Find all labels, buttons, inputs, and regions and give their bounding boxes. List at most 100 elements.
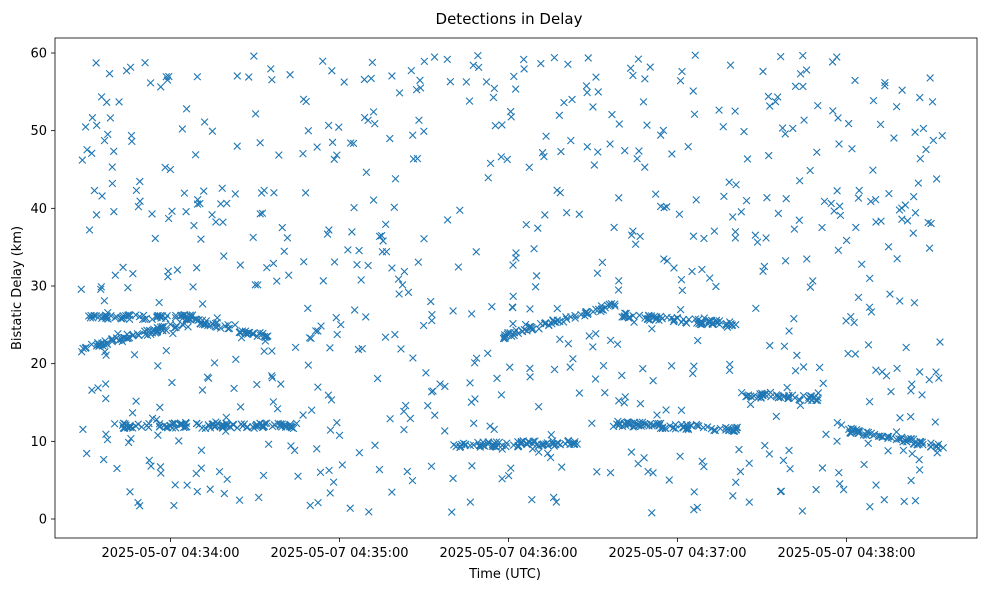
detection-marker — [249, 233, 257, 242]
detection-marker — [564, 60, 572, 69]
detection-marker — [712, 282, 720, 291]
detection-marker — [490, 425, 499, 434]
detection-marker — [466, 441, 475, 450]
x-tick-label: 2025-05-07 04:38:00 — [777, 546, 915, 561]
detection-marker — [722, 321, 730, 330]
detection-marker — [108, 337, 116, 346]
detection-marker — [98, 192, 106, 200]
detection-marker — [447, 508, 456, 516]
detection-marker — [925, 244, 934, 252]
detection-marker — [115, 98, 123, 106]
detection-marker — [470, 359, 479, 367]
detection-marker — [555, 111, 564, 120]
detection-marker — [414, 258, 423, 266]
detection-marker — [673, 313, 682, 322]
detection-marker — [364, 116, 372, 125]
detection-marker — [631, 240, 640, 249]
detection-marker — [440, 427, 449, 435]
y-tick-label: 50 — [30, 124, 47, 139]
detection-marker — [784, 393, 793, 401]
detection-marker — [428, 310, 436, 319]
detection-marker — [785, 446, 793, 455]
detection-marker — [874, 432, 883, 440]
detection-marker — [633, 154, 641, 163]
detection-marker — [491, 121, 500, 130]
detection-marker — [379, 237, 387, 245]
detection-marker — [607, 300, 616, 308]
detection-marker — [790, 314, 798, 323]
detection-marker — [107, 311, 115, 320]
detection-marker — [388, 264, 396, 272]
detection-marker — [143, 326, 151, 335]
detection-marker — [469, 441, 478, 449]
detection-marker — [388, 488, 396, 496]
detection-marker — [208, 127, 217, 135]
detection-marker — [141, 330, 150, 339]
detection-marker — [400, 425, 408, 434]
detection-marker — [782, 194, 790, 203]
detection-marker — [667, 361, 676, 370]
detection-marker — [306, 501, 315, 510]
detection-marker — [663, 257, 672, 265]
detection-marker — [314, 383, 322, 391]
detection-marker — [640, 453, 648, 462]
detection-marker — [124, 283, 132, 292]
detection-marker — [408, 131, 417, 139]
detection-marker — [90, 186, 99, 195]
detection-marker — [885, 189, 893, 198]
detection-marker — [698, 265, 706, 274]
detection-marker — [735, 445, 743, 454]
detection-marker — [370, 119, 379, 128]
detection-marker — [260, 186, 268, 195]
detection-marker — [590, 161, 599, 169]
detection-marker — [833, 187, 841, 195]
detection-marker — [641, 75, 649, 83]
detection-marker — [474, 51, 482, 60]
detection-marker — [276, 420, 285, 428]
detection-marker — [330, 155, 339, 164]
detection-marker — [835, 468, 843, 477]
detection-marker — [851, 350, 860, 358]
detection-marker — [512, 326, 520, 334]
detection-marker — [307, 334, 315, 343]
detection-marker — [640, 163, 649, 172]
detection-marker — [319, 277, 328, 285]
detection-marker — [698, 457, 706, 466]
detection-marker — [690, 362, 698, 370]
detection-marker — [591, 375, 600, 383]
detection-marker — [659, 126, 668, 135]
detection-marker — [119, 263, 127, 272]
detection-marker — [764, 92, 773, 101]
detection-marker — [369, 196, 378, 204]
detection-marker — [847, 429, 855, 437]
detection-marker — [760, 262, 769, 271]
detection-marker — [85, 226, 94, 234]
detection-marker — [196, 199, 204, 208]
detection-marker — [822, 430, 830, 439]
detection-marker — [900, 497, 909, 506]
detection-marker — [112, 312, 121, 321]
detection-marker — [724, 424, 732, 433]
detection-marker — [412, 85, 421, 94]
detection-marker — [299, 411, 307, 419]
detection-marker — [812, 485, 820, 494]
detection-marker — [256, 210, 264, 218]
detection-marker — [219, 252, 228, 260]
detection-marker — [272, 277, 281, 285]
detection-marker — [273, 404, 282, 413]
detection-marker — [132, 397, 140, 405]
detection-marker — [499, 334, 508, 343]
detection-marker — [540, 152, 548, 161]
detection-marker — [355, 246, 363, 255]
detection-marker — [253, 281, 262, 289]
detection-marker — [566, 363, 574, 371]
detection-marker — [483, 349, 492, 358]
detection-marker — [219, 218, 227, 226]
detection-marker — [126, 311, 134, 320]
detection-marker — [859, 431, 868, 439]
y-axis-title: Bistatic Delay (km) — [10, 226, 25, 350]
detection-marker — [610, 300, 619, 308]
detection-marker — [241, 327, 250, 335]
detection-marker — [639, 98, 648, 106]
detection-marker — [264, 440, 273, 449]
